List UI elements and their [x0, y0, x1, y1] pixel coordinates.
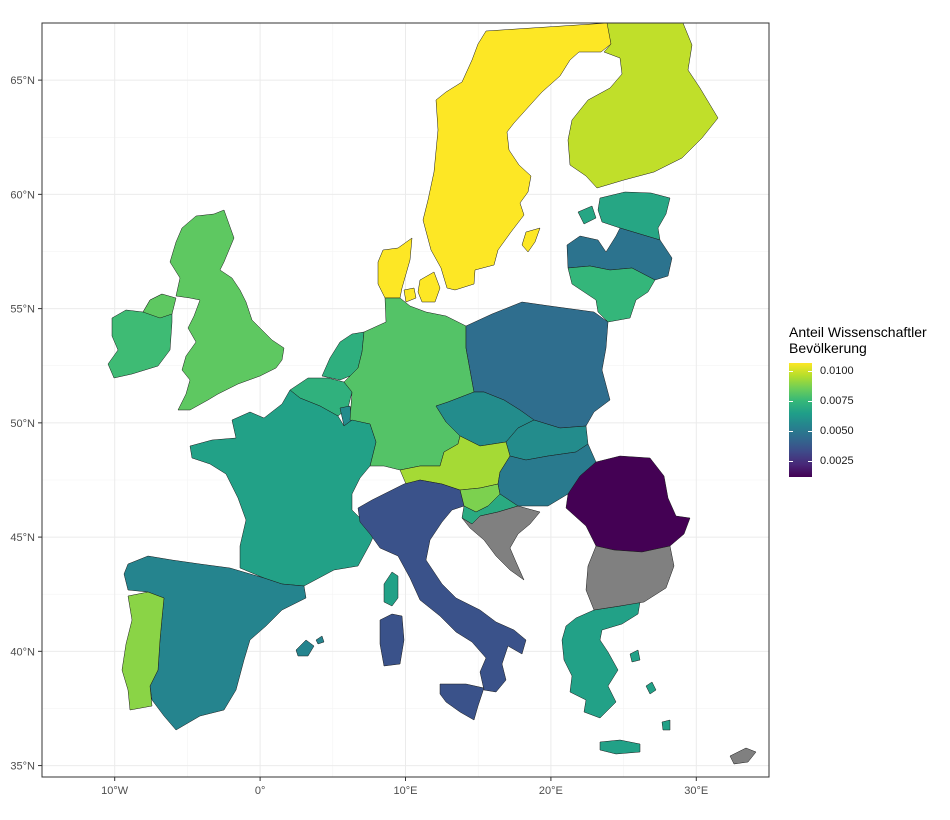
y-tick-label: 45°N: [10, 532, 35, 544]
legend-colorbar: [789, 363, 812, 477]
region-greece-island-3: [661, 719, 671, 731]
region-denmark-zealand: [417, 271, 441, 303]
y-tick-label: 60°N: [10, 189, 35, 201]
region-romania: [565, 455, 691, 553]
legend: Anteil Wissenschaftler Bevölkerung 0.010…: [789, 324, 947, 477]
region-sweden: [422, 22, 612, 291]
y-tick-label: 40°N: [10, 646, 35, 658]
legend-title-line-2: Bevölkerung: [789, 340, 867, 356]
x-tick-label: 10°W: [101, 785, 129, 797]
y-tick-label: 55°N: [10, 304, 35, 316]
legend-tick-label: 0.0025: [820, 455, 854, 468]
x-tick-label: 20°E: [539, 785, 563, 797]
x-tick-label: 10°E: [394, 785, 418, 797]
y-tick-label: 65°N: [10, 75, 35, 87]
region-united-kingdom: [169, 209, 285, 411]
region-portugal: [121, 591, 165, 711]
legend-tick-label: 0.0050: [820, 425, 854, 438]
region-cyprus: [729, 747, 757, 765]
region-spain-mallorca: [295, 639, 315, 657]
region-bulgaria: [585, 545, 675, 611]
x-tick-label: 0°: [255, 785, 266, 797]
y-tick-label: 50°N: [10, 418, 35, 430]
region-denmark: [377, 237, 413, 299]
legend-title: Anteil Wissenschaftler Bevölkerung: [789, 324, 947, 356]
y-axis: 35°N 40°N 45°N 50°N 55°N 60°N 65°N: [10, 75, 42, 773]
regions-layer: [107, 22, 757, 765]
y-tick-label: 35°N: [10, 761, 35, 773]
region-greece: [561, 601, 641, 719]
x-axis: 10°W 0° 10°E 20°E 30°E: [101, 777, 708, 797]
region-sicily: [439, 683, 485, 721]
region-denmark-funen: [403, 287, 417, 303]
region-italy: [357, 479, 527, 693]
legend-tick-label: 0.0075: [820, 395, 854, 408]
region-sardinia: [379, 613, 405, 667]
legend-colorbar-area: 0.0100 0.0075 0.0050 0.0025: [789, 363, 947, 477]
x-tick-label: 30°E: [684, 785, 708, 797]
region-sweden-gotland: [521, 227, 541, 253]
region-northern-ireland: [142, 293, 177, 319]
region-estonia: [597, 191, 671, 241]
region-croatia-coast: [461, 505, 541, 581]
region-corsica: [383, 571, 399, 607]
region-hungary: [497, 443, 597, 507]
legend-title-line-1: Anteil Wissenschaftler: [789, 324, 927, 340]
region-crete: [599, 739, 641, 755]
region-lithuania: [567, 265, 656, 323]
region-greece-island-2: [645, 681, 657, 695]
region-estonia-islands: [577, 205, 597, 225]
region-greece-island-1: [629, 649, 641, 663]
region-spain-menorca: [315, 635, 325, 645]
legend-tick-label: 0.0100: [820, 365, 854, 378]
region-finland: [567, 22, 719, 189]
